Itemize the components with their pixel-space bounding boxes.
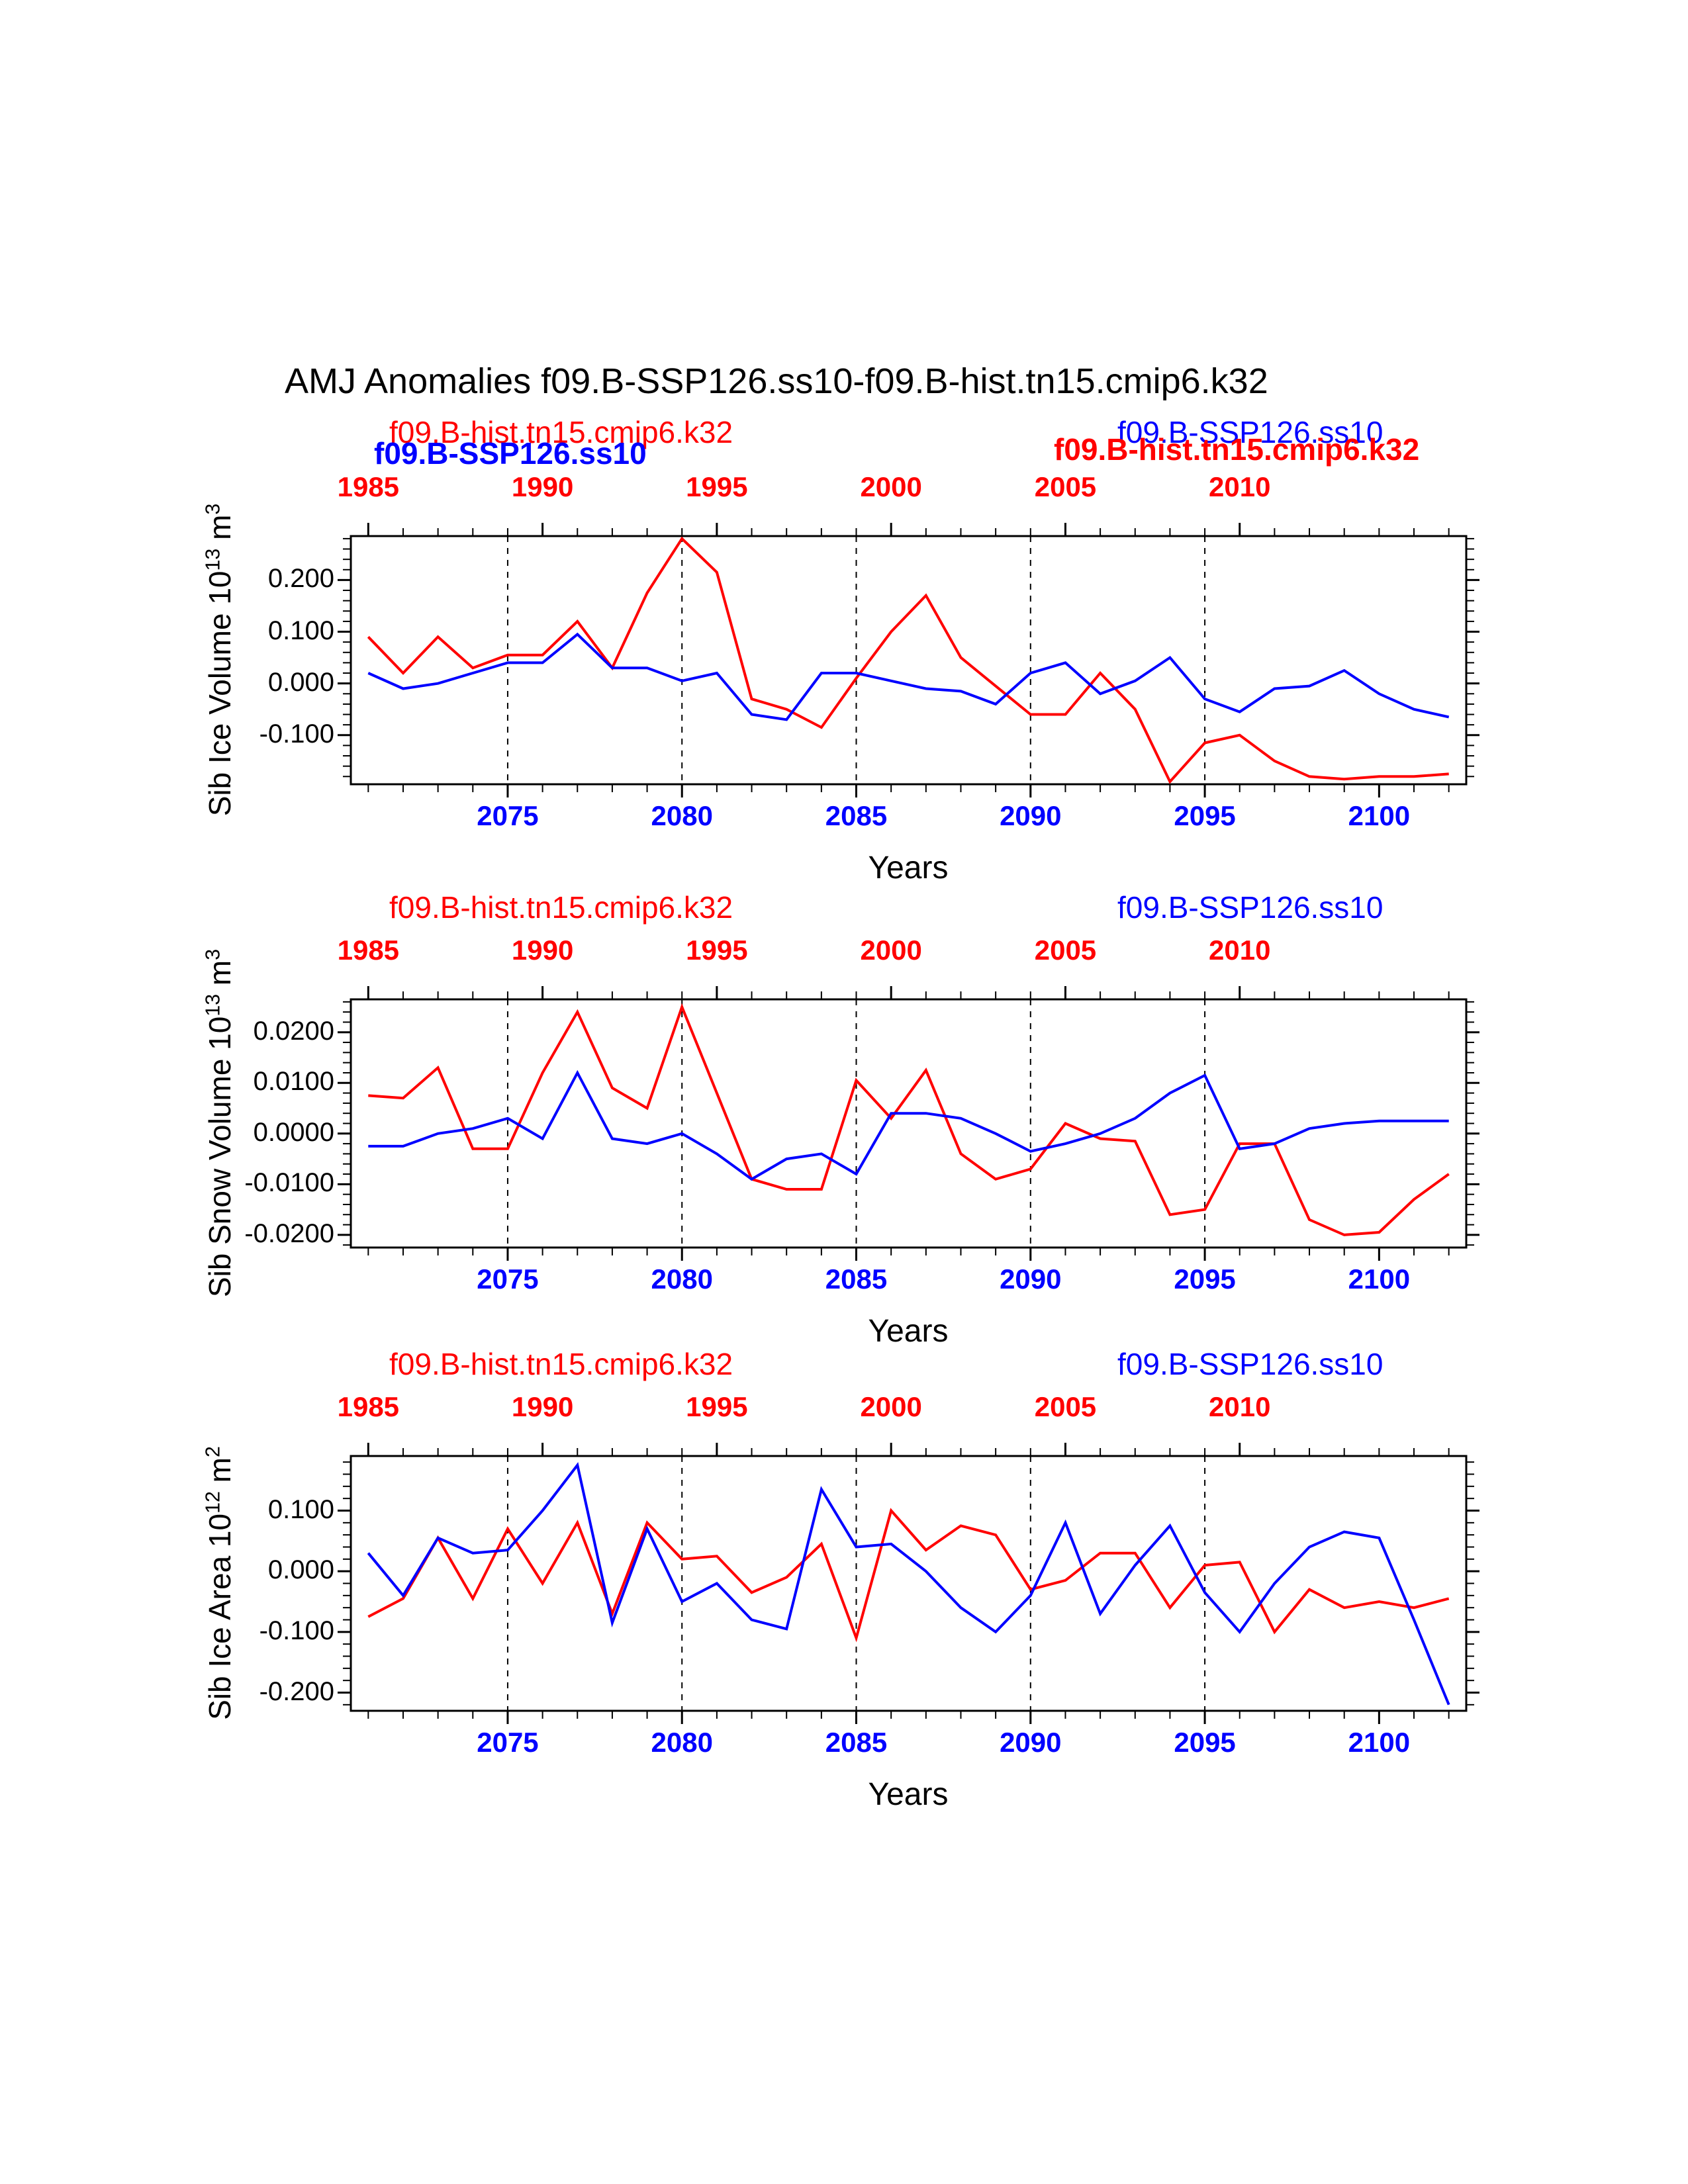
legend-label: f09.B-hist.tn15.cmip6.k32 [1054, 432, 1420, 467]
x-tick-label-top: 2010 [1209, 471, 1271, 502]
x-tick-label-bottom: 2080 [651, 1727, 713, 1758]
x-tick-label-top: 2000 [860, 934, 922, 966]
x-tick-label-top: 2000 [860, 471, 922, 502]
y-tick-label: -0.100 [259, 1615, 334, 1645]
y-axis-title-unit: m [203, 1457, 237, 1492]
x-tick-label-bottom: 2090 [1000, 1727, 1062, 1758]
legend-label: f09.B-SSP126.ss10 [1117, 890, 1383, 925]
y-axis-title-unit-exponent: 3 [202, 503, 224, 515]
x-tick-label-top: 2005 [1034, 934, 1097, 966]
x-tick-label-bottom: 2100 [1348, 800, 1411, 831]
x-tick-label-bottom: 2085 [825, 1727, 888, 1758]
x-tick-label-bottom: 2075 [477, 1263, 539, 1295]
y-axis-title-unit: m [203, 514, 237, 549]
legend-label: f09.B-hist.tn15.cmip6.k32 [389, 1347, 733, 1381]
y-tick-label: 0.100 [267, 1494, 334, 1524]
y-tick-label: -0.100 [259, 719, 334, 749]
x-tick-label-bottom: 2085 [825, 800, 888, 831]
y-tick-label: 0.0200 [253, 1016, 334, 1046]
x-tick-label-bottom: 2080 [651, 800, 713, 831]
legend-label: f09.B-hist.tn15.cmip6.k32 [389, 415, 733, 449]
legend-label: f09.B-hist.tn15.cmip6.k32 [389, 890, 733, 925]
ssp-series-line [367, 1462, 1450, 1706]
x-tick-label-top: 1990 [511, 934, 574, 966]
y-tick-label: 0.000 [267, 1555, 334, 1585]
x-tick-label-bottom: 2100 [1348, 1727, 1411, 1758]
x-tick-label-top: 1985 [337, 934, 400, 966]
ssp-series-line [367, 632, 1450, 721]
x-tick-label-top: 1995 [686, 934, 748, 966]
x-axis-title-panel-3: Years [868, 1777, 949, 1812]
x-tick-label-top: 1995 [686, 471, 748, 502]
y-tick-label: 0.000 [267, 667, 334, 697]
y-tick-label: 0.100 [267, 615, 334, 645]
ssp-series-line [368, 1069, 1449, 1181]
x-tick-label-bottom: 2095 [1174, 1727, 1236, 1758]
x-tick-label-bottom: 2095 [1174, 1263, 1236, 1295]
x-tick-label-bottom: 2090 [1000, 1263, 1062, 1295]
x-tick-label-top: 2005 [1034, 1391, 1097, 1422]
hist-series-line [367, 1508, 1450, 1643]
y-axis-title-unit: m [203, 960, 237, 994]
x-tick-label-top: 1985 [337, 471, 400, 502]
y-axis-title-sib-ice-volume: Sib Ice Volume 1013 m3 [202, 504, 238, 817]
legend-label: f09.B-SSP126.ss10 [374, 436, 647, 471]
plot-frame [350, 1455, 1468, 1712]
x-tick-label-bottom: 2100 [1348, 1263, 1411, 1295]
y-axis-title-unit-exponent: 2 [202, 1446, 224, 1458]
x-tick-label-bottom: 2080 [651, 1263, 713, 1295]
y-tick-label: 0.0000 [253, 1117, 334, 1147]
x-tick-label-top: 1990 [511, 471, 574, 502]
y-axis-title-exponent: 13 [202, 993, 224, 1017]
hist-series-line [367, 536, 1449, 784]
x-tick-label-top: 1995 [686, 1391, 748, 1422]
x-axis-title-panel-1: Years [868, 850, 949, 886]
x-tick-label-bottom: 2075 [477, 800, 539, 831]
y-tick-label: -0.200 [259, 1676, 334, 1706]
axis-ticks [338, 523, 1479, 797]
x-tick-label-top: 1985 [337, 1391, 400, 1422]
x-tick-label-bottom: 2095 [1174, 800, 1236, 831]
y-axis-title-text: Sib Snow Volume 10 [203, 1016, 237, 1298]
axis-ticks [338, 986, 1479, 1261]
figure-title: AMJ Anomalies f09.B-SSP126.ss10-f09.B-hi… [285, 361, 1268, 401]
x-tick-label-top: 1990 [511, 1391, 574, 1422]
y-tick-label: -0.0200 [244, 1218, 334, 1248]
plot-frame [350, 998, 1468, 1249]
plot-frame [350, 535, 1468, 786]
x-tick-label-bottom: 2075 [477, 1727, 539, 1758]
legend-label: f09.B-SSP126.ss10 [1117, 415, 1383, 449]
x-tick-label-bottom: 2090 [1000, 800, 1062, 831]
x-tick-label-bottom: 2085 [825, 1263, 888, 1295]
y-axis-title-unit-exponent: 3 [202, 948, 224, 960]
y-tick-label: 0.200 [267, 564, 334, 594]
x-axis-title-panel-2: Years [868, 1314, 949, 1349]
x-tick-label-top: 2000 [860, 1391, 922, 1422]
x-tick-label-top: 2005 [1034, 471, 1097, 502]
x-tick-label-top: 2010 [1209, 934, 1271, 966]
y-tick-label: 0.0100 [253, 1067, 334, 1097]
axis-ticks [338, 1443, 1479, 1724]
legend-label: f09.B-SSP126.ss10 [1117, 1347, 1383, 1381]
y-tick-label: -0.0100 [244, 1168, 334, 1198]
hist-series-line [368, 1003, 1450, 1236]
x-tick-label-top: 2010 [1209, 1391, 1271, 1422]
